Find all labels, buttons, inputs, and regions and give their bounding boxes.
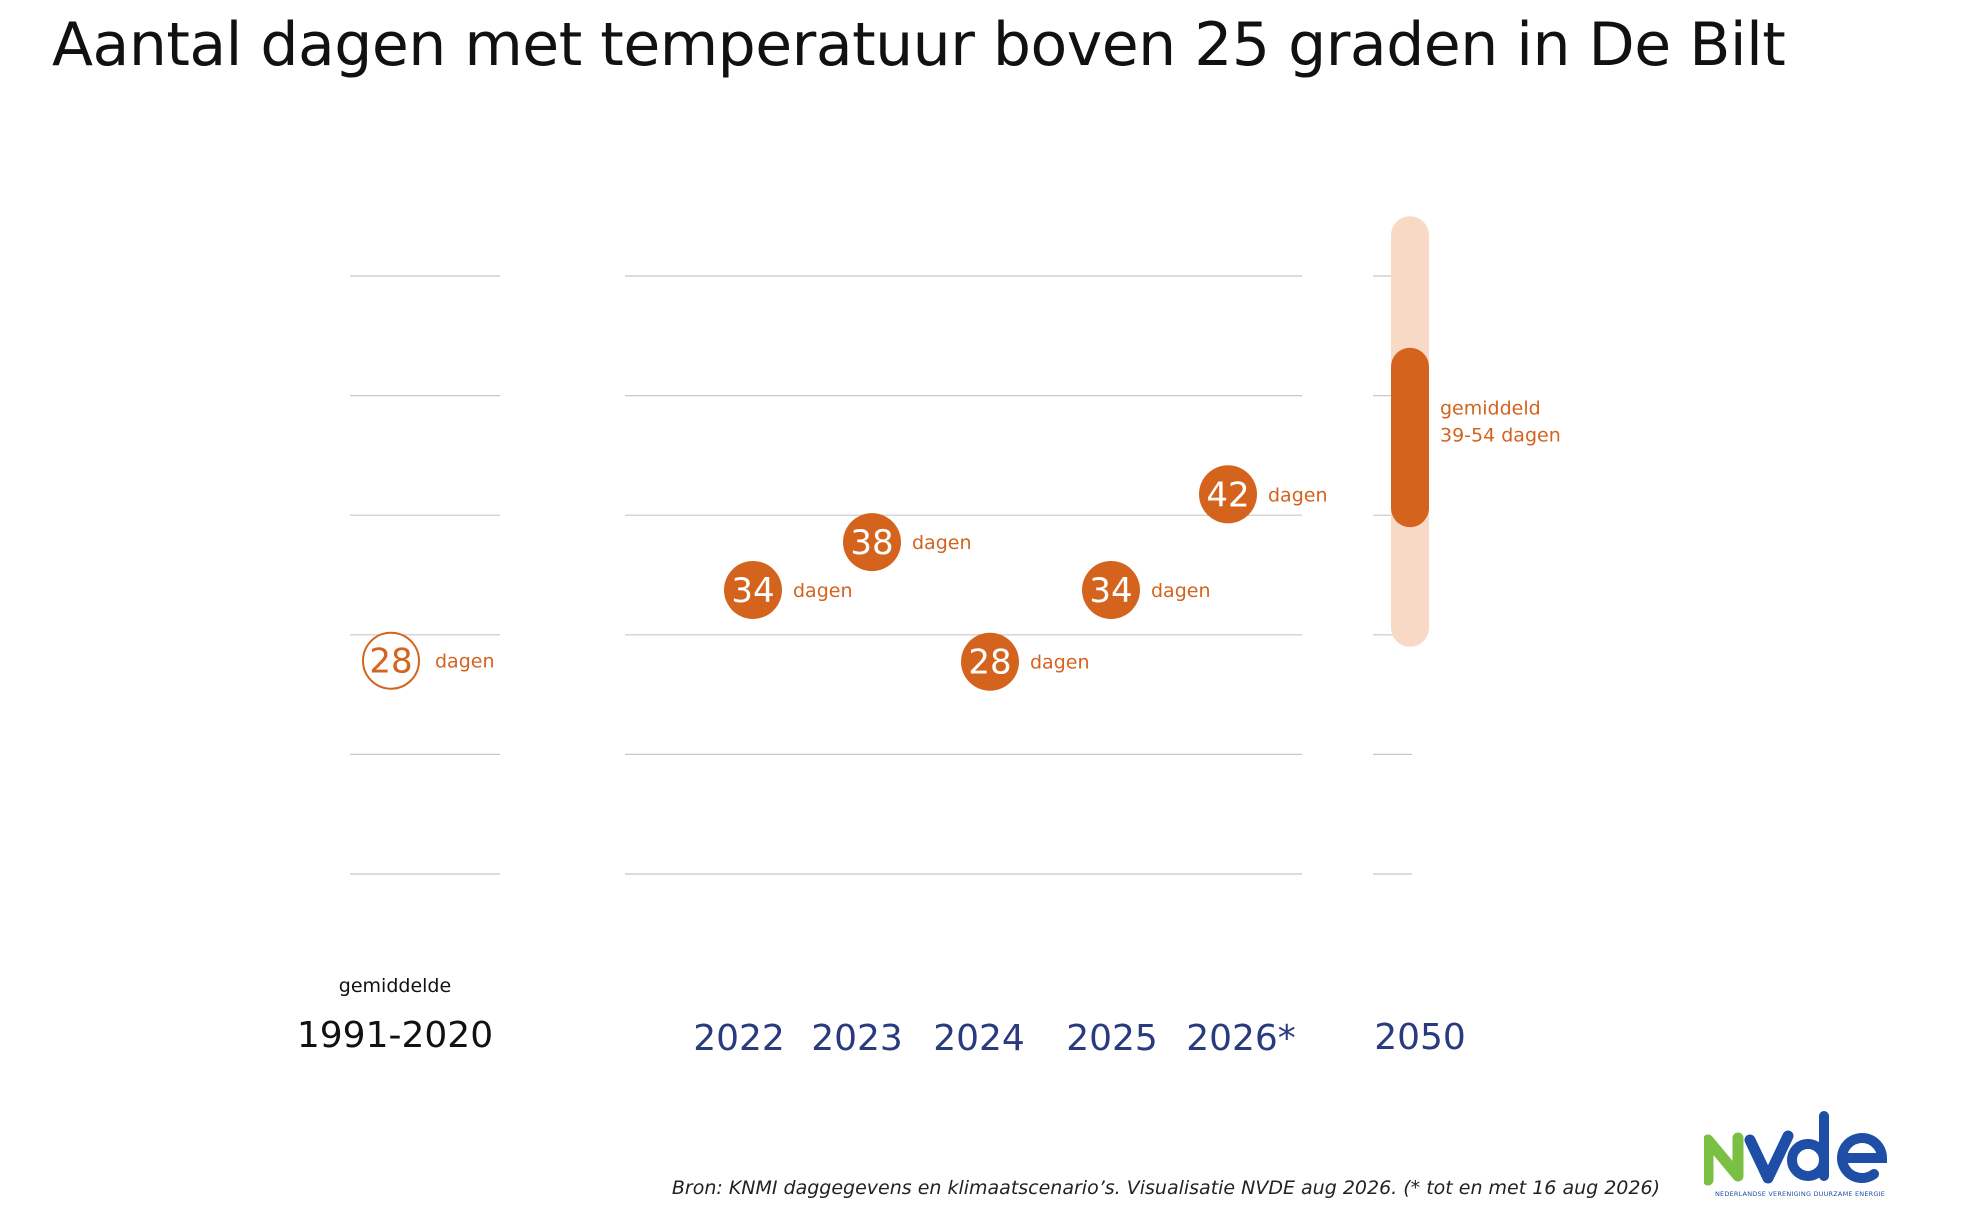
x-tick-label: 2026* xyxy=(1186,1018,1296,1059)
nvde-logo: NEDERLANDSE VERENIGING DUURZAME ENERGIE xyxy=(1700,1110,1900,1205)
data-value-label: 38 xyxy=(850,523,893,563)
data-point-2022 xyxy=(724,560,782,619)
data-value-label: 34 xyxy=(731,571,774,611)
data-unit-label: dagen xyxy=(793,580,853,602)
data-value-label: 42 xyxy=(1206,475,1249,515)
chart-title: Aantal dagen met temperatuur boven 25 gr… xyxy=(52,10,1786,80)
x-tick-label: 2022 xyxy=(693,1018,785,1059)
source-note: Bron: KNMI daggegevens en klimaatscenari… xyxy=(671,1177,1660,1199)
data-point-2024 xyxy=(961,632,1019,691)
baseline-point xyxy=(362,631,420,690)
projection-annotation: gemiddeld xyxy=(1440,398,1541,420)
x-tick-label: 2023 xyxy=(811,1018,903,1059)
data-value-label: 28 xyxy=(968,643,1011,683)
data-value-label: 34 xyxy=(1089,571,1132,611)
baseline-period-label: 1991-2020 xyxy=(297,1015,493,1056)
data-point-2025 xyxy=(1082,560,1140,619)
baseline-caption: gemiddelde xyxy=(339,975,451,997)
x-tick-label: 2024 xyxy=(933,1018,1025,1059)
projection-annotation-range: 39-54 dagen xyxy=(1440,425,1561,447)
data-point-2026 xyxy=(1199,465,1257,524)
data-unit-label: dagen xyxy=(1268,484,1328,506)
baseline-unit-label: dagen xyxy=(435,651,495,673)
x-tick-label: 2025 xyxy=(1066,1018,1158,1059)
logo-tagline: NEDERLANDSE VERENIGING DUURZAME ENERGIE xyxy=(1714,1190,1886,1198)
data-unit-label: dagen xyxy=(912,532,972,554)
data-point-2023 xyxy=(843,513,901,572)
x-tick-label-2050: 2050 xyxy=(1374,1017,1466,1058)
data-unit-label: dagen xyxy=(1030,652,1090,674)
nvde-logo-icon xyxy=(1704,1111,1888,1186)
baseline-value-label: 28 xyxy=(369,642,412,682)
projection-average-bar xyxy=(1391,347,1429,528)
data-unit-label: dagen xyxy=(1151,580,1211,602)
